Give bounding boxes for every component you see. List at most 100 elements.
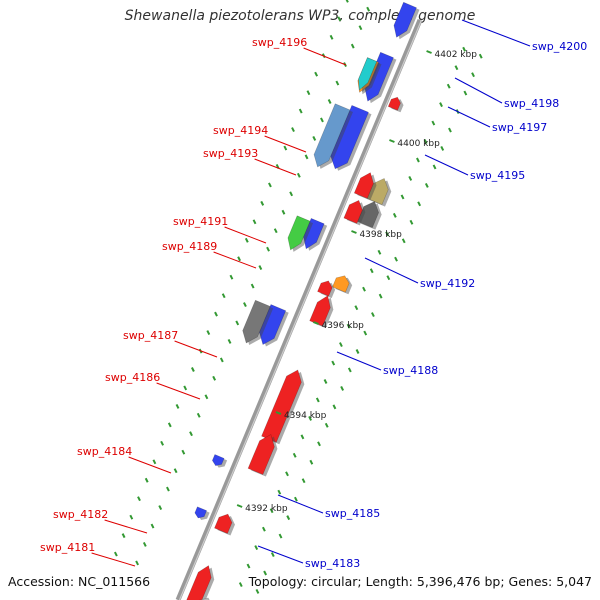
track-tick bbox=[237, 256, 242, 262]
track-tick bbox=[227, 338, 232, 344]
forward-leader bbox=[257, 545, 304, 564]
track-tick bbox=[129, 514, 134, 520]
track-tick bbox=[113, 551, 118, 557]
forward-gene-swp_4198 bbox=[364, 51, 397, 104]
track-tick bbox=[392, 212, 397, 218]
backbone-highlight bbox=[178, 19, 423, 600]
track-tick bbox=[135, 560, 140, 566]
track-tick bbox=[294, 496, 298, 502]
track-tick bbox=[291, 127, 295, 133]
track-tick bbox=[471, 72, 475, 78]
track-tick bbox=[478, 53, 483, 59]
track-tick bbox=[423, 139, 428, 144]
track-tick bbox=[346, 323, 351, 329]
reverse-gene-label: swp_4189 bbox=[162, 240, 217, 253]
forward-gene-swp_4183 bbox=[194, 506, 210, 520]
kbp-tick bbox=[426, 50, 432, 54]
reverse-leader bbox=[91, 552, 136, 567]
kbp-tick bbox=[389, 139, 395, 143]
forward-leader bbox=[461, 19, 531, 47]
track-tick bbox=[152, 459, 157, 465]
forward-leader bbox=[364, 257, 419, 284]
track-tick bbox=[121, 533, 126, 539]
track-tick bbox=[335, 80, 340, 86]
track-tick bbox=[167, 422, 172, 428]
reverse-leader bbox=[156, 382, 201, 400]
track-tick bbox=[363, 330, 368, 336]
reverse-leader bbox=[213, 251, 257, 269]
forward-leader bbox=[447, 106, 491, 128]
forward-gene-swp_4200 bbox=[393, 1, 420, 40]
track-tick bbox=[196, 412, 201, 418]
forward-gene-swp_4188 bbox=[259, 304, 289, 347]
track-tick bbox=[362, 286, 366, 292]
track-tick bbox=[277, 489, 282, 495]
forward-leader bbox=[277, 494, 324, 514]
reverse-leader bbox=[128, 456, 172, 474]
reverse-leader bbox=[303, 47, 347, 66]
forward-gene-label: swp_4200 bbox=[532, 40, 587, 53]
track-tick bbox=[378, 293, 383, 299]
track-tick bbox=[394, 256, 398, 262]
track-tick bbox=[160, 440, 164, 446]
track-tick bbox=[432, 164, 437, 170]
track-tick bbox=[400, 194, 405, 200]
track-tick bbox=[331, 360, 336, 366]
genome-summary: Topology: circular; Length: 5,396,476 bp… bbox=[248, 574, 592, 589]
track-tick bbox=[416, 157, 420, 163]
track-tick bbox=[189, 431, 193, 437]
track-tick bbox=[219, 357, 224, 363]
reverse-leader bbox=[224, 226, 267, 244]
forward-gene-label: swp_4197 bbox=[492, 121, 547, 134]
kbp-label: 4398 kbp bbox=[359, 230, 402, 240]
track-tick bbox=[386, 275, 391, 281]
track-tick bbox=[262, 526, 266, 532]
forward-gene-label: swp_4195 bbox=[470, 169, 525, 182]
track-tick bbox=[229, 274, 234, 280]
track-tick bbox=[309, 459, 314, 465]
track-tick bbox=[320, 117, 324, 123]
track-tick bbox=[266, 246, 270, 252]
track-tick bbox=[273, 228, 278, 234]
track-tick bbox=[314, 71, 319, 77]
track-tick bbox=[166, 486, 170, 492]
reverse-gene-part-swp_4194 bbox=[353, 172, 377, 201]
track-tick bbox=[150, 523, 155, 529]
track-tick bbox=[260, 200, 265, 206]
reverse-gene-swp_4186 bbox=[247, 434, 278, 477]
forward-gene-label: swp_4198 bbox=[504, 97, 559, 110]
track-tick bbox=[454, 65, 459, 71]
track-tick bbox=[296, 172, 301, 178]
track-tick bbox=[221, 293, 226, 299]
reverse-leader bbox=[104, 519, 148, 534]
track-tick bbox=[252, 219, 257, 225]
reverse-gene-part-swp_4191 bbox=[317, 280, 336, 299]
track-tick bbox=[283, 145, 288, 151]
track-tick bbox=[354, 305, 359, 311]
track-tick bbox=[339, 342, 343, 348]
kbp-tick bbox=[275, 411, 282, 415]
forward-gene-label: swp_4188 bbox=[383, 364, 438, 377]
track-tick bbox=[158, 505, 163, 511]
track-tick bbox=[281, 209, 286, 215]
reverse-gene-label: swp_4196 bbox=[252, 36, 307, 49]
track-tick bbox=[269, 508, 274, 514]
track-tick bbox=[292, 452, 297, 458]
forward-gene-label: swp_4183 bbox=[305, 557, 360, 570]
track-tick bbox=[173, 468, 178, 474]
track-tick bbox=[463, 90, 468, 96]
reverse-gene-swp_4187 bbox=[261, 369, 305, 445]
track-tick bbox=[323, 379, 328, 384]
track-tick bbox=[327, 99, 332, 104]
reverse-gene-label: swp_4187 bbox=[123, 329, 178, 342]
map-title: Shewanella piezotolerans WP3, complete g… bbox=[124, 8, 476, 24]
forward-gene-swp_4195 bbox=[330, 104, 372, 171]
track-tick bbox=[289, 191, 294, 197]
track-tick bbox=[312, 135, 317, 141]
reverse-gene-swp_4196 bbox=[387, 96, 404, 113]
track-tick bbox=[369, 268, 374, 274]
forward-leader bbox=[454, 77, 503, 104]
reverse-gene-swp_4191 bbox=[332, 275, 353, 295]
reverse-gene-label: swp_4186 bbox=[105, 371, 160, 384]
accession-label: Accession: NC_011566 bbox=[8, 574, 151, 589]
